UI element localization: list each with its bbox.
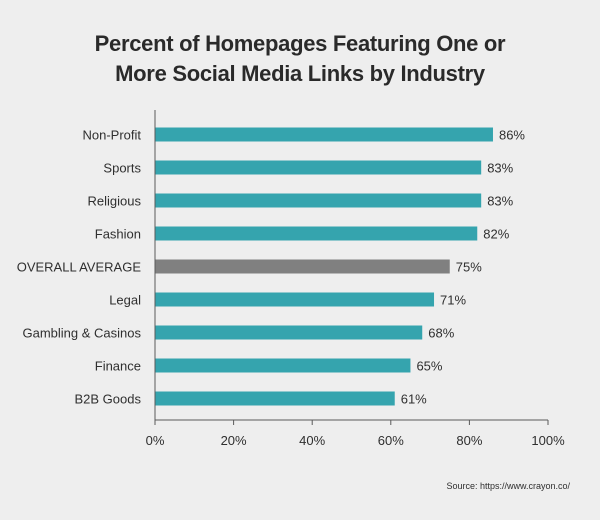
value-label: 61%	[401, 392, 427, 407]
value-label: 68%	[428, 326, 454, 341]
x-tick-label: 100%	[531, 433, 565, 448]
x-tick-label: 0%	[146, 433, 165, 448]
x-tick-label: 20%	[221, 433, 247, 448]
value-label: 86%	[499, 128, 525, 143]
value-label: 82%	[483, 227, 509, 242]
chart-title-line-2: More Social Media Links by Industry	[115, 61, 485, 86]
chart-title-line-1: Percent of Homepages Featuring One or	[94, 31, 506, 56]
bar-non-profit	[155, 127, 493, 142]
x-tick-label: 60%	[378, 433, 404, 448]
category-label: Legal	[109, 293, 141, 308]
x-tick-label: 80%	[456, 433, 482, 448]
category-label: Sports	[103, 161, 141, 176]
value-label: 83%	[487, 161, 513, 176]
bar-b2b-goods	[155, 391, 395, 406]
value-label: 65%	[416, 359, 442, 374]
bar-finance	[155, 358, 411, 373]
value-label: 83%	[487, 194, 513, 209]
bar-legal	[155, 292, 435, 307]
bar-religious	[155, 193, 482, 208]
value-label: 75%	[456, 260, 482, 275]
category-label: OVERALL AVERAGE	[17, 260, 142, 275]
bar-fashion	[155, 226, 478, 241]
source-note: Source: https://www.crayon.co/	[446, 481, 570, 491]
category-label: Finance	[95, 359, 141, 374]
category-label: Fashion	[95, 227, 141, 242]
category-label: B2B Goods	[75, 392, 142, 407]
category-label: Religious	[88, 194, 142, 209]
category-label: Non-Profit	[82, 128, 141, 143]
bar-overall-average	[155, 259, 450, 274]
bar-gambling-casinos	[155, 325, 423, 340]
x-tick-label: 40%	[299, 433, 325, 448]
value-label: 71%	[440, 293, 466, 308]
bar-sports	[155, 160, 482, 175]
category-label: Gambling & Casinos	[23, 326, 142, 341]
